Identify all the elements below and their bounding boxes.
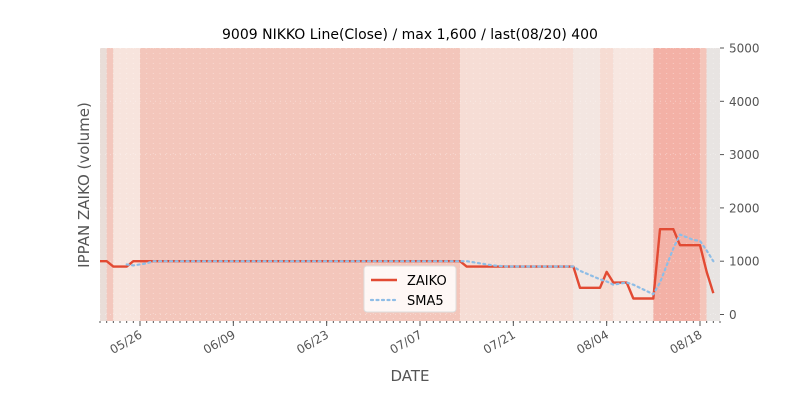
y-axis-label: IPPAN ZAIKO (volume) (75, 102, 93, 268)
plot-area (99, 47, 721, 321)
shading-band-4 (460, 48, 574, 321)
shading-band-9 (700, 48, 707, 321)
y-tick-label: 4000 (729, 95, 760, 109)
shading-band-10 (706, 48, 720, 321)
chart-title: 9009 NIKKO Line(Close) / max 1,600 / las… (222, 27, 598, 43)
x-axis: 05/26 06/09 06/23 07/07 07/21 08/04 08/18 (99, 321, 721, 357)
x-tick-label: 06/23 (294, 327, 331, 356)
shading-band-8 (653, 48, 700, 321)
legend: ZAIKO SMA5 (363, 265, 457, 313)
x-tick-label: 07/21 (481, 327, 518, 356)
y-tick-label: 5000 (729, 42, 760, 56)
x-tick-label: 07/07 (388, 327, 425, 356)
y-tick-label: 2000 (729, 201, 760, 215)
x-tick-label: 08/18 (668, 327, 705, 356)
series-line-sma5 (125, 233, 715, 296)
y-axis: 0 1000 2000 3000 4000 5000 (720, 42, 760, 322)
legend-label-zaiko: ZAIKO (407, 274, 447, 289)
x-tick-label: 05/26 (108, 327, 145, 356)
legend-label-sma5: SMA5 (407, 294, 444, 309)
shading-band-2 (113, 48, 140, 321)
y-tick-label: 1000 (729, 255, 760, 269)
y-tick-label: 0 (729, 308, 737, 322)
y-tick-label: 3000 (729, 148, 760, 162)
shading-band-0 (100, 48, 107, 321)
x-tick-label: 08/04 (574, 327, 611, 356)
shading-band-5 (573, 48, 600, 321)
shading-band-7 (613, 48, 654, 321)
series-line-zaiko (100, 228, 715, 300)
shading-band-1 (106, 48, 114, 321)
x-tick-label: 06/09 (201, 327, 238, 356)
shading-band-6 (600, 48, 614, 321)
x-axis-label: DATE (390, 367, 429, 385)
